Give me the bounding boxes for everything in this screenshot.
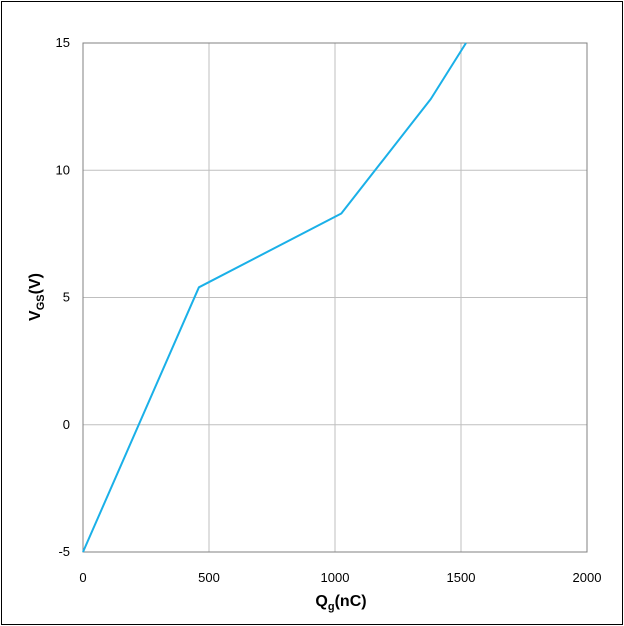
grid-lines — [83, 43, 587, 552]
y-tick-label: 5 — [63, 290, 70, 305]
plot-area-border — [82, 42, 588, 553]
y-axis-title: VGS(V) — [27, 273, 47, 321]
x-tick-label: 500 — [198, 570, 220, 585]
y-tick-label: 0 — [63, 417, 70, 432]
x-tick-label: 1000 — [321, 570, 350, 585]
x-tick-label: 1500 — [447, 570, 476, 585]
x-tick-labels: 0 500 1000 1500 2000 — [79, 570, 601, 585]
series-line — [82, 42, 467, 553]
y-axis-title-main: V — [27, 310, 44, 321]
y-tick-label: 10 — [56, 162, 70, 177]
x-axis-title-rest: (nC) — [335, 593, 367, 610]
x-axis-title-main: Q — [315, 593, 327, 610]
y-axis-title-sub: GS — [35, 294, 47, 310]
y-tick-labels: -5 0 5 10 15 — [56, 35, 70, 559]
x-axis-title-sub: g — [328, 601, 335, 613]
y-axis-title-rest: (V) — [27, 273, 44, 294]
x-tick-label: 2000 — [573, 570, 602, 585]
y-tick-label: 15 — [56, 35, 70, 50]
y-tick-label: -5 — [58, 544, 70, 559]
x-tick-label: 0 — [79, 570, 86, 585]
x-axis-title: Qg(nC) — [315, 593, 366, 613]
